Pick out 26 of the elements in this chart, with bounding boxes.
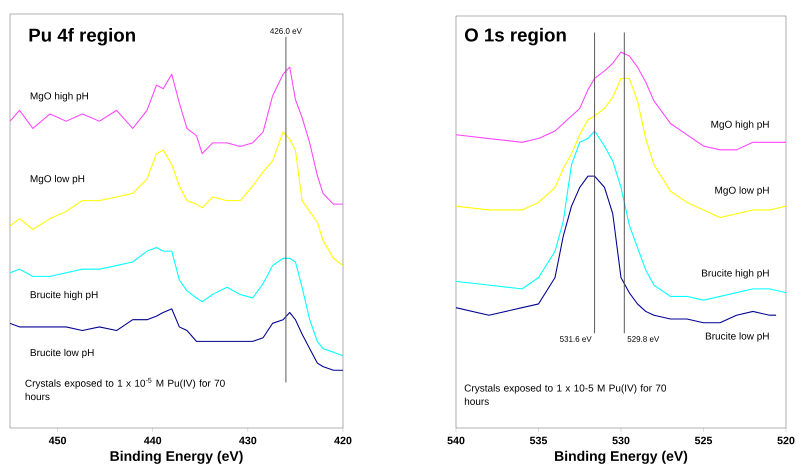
- x-axis-title: Binding Energy (eV): [555, 450, 688, 464]
- annotation: Crystals exposed to 1 x 10-5 M Pu(IV) for 70 hours: [464, 384, 666, 405]
- x-tick-label: 535: [530, 436, 548, 444]
- x-tick-label: 420: [334, 436, 352, 444]
- series-label: MgO low pH: [715, 186, 769, 196]
- x-tick-label: 440: [144, 436, 162, 444]
- series-label: MgO high pH: [711, 120, 769, 130]
- series-label: MgO high pH: [30, 92, 88, 102]
- chart-title: Pu 4f region: [30, 28, 135, 46]
- x-tick-label: 520: [777, 436, 794, 444]
- x-axis-title: Binding Energy (eV): [110, 450, 243, 464]
- x-tick-label: 450: [48, 436, 66, 444]
- text: Brucite low pH: [30, 348, 94, 358]
- x-tick-label: 530: [612, 436, 630, 444]
- x-tick-label: 525: [694, 436, 712, 444]
- text: Crystals exposed to 1 x 10$^{-5}$ M Pu(IV) for 70 hours: [25, 378, 225, 400]
- x-tick-label: 540: [447, 436, 464, 444]
- ref-line-label: 529.8 eV: [628, 336, 660, 342]
- series-label: Brucite high pH: [702, 269, 769, 279]
- series-label: MgO low pH: [30, 174, 84, 184]
- series-label: Brucite low pH: [706, 332, 769, 342]
- ref-line-label: 531.6 eV: [560, 336, 592, 342]
- chart-title: O 1s region: [464, 28, 566, 46]
- ref-line-label: 426.0 eV: [270, 28, 302, 34]
- x-tick-label: 430: [239, 436, 256, 444]
- series-label: Brucite high pH: [30, 290, 98, 300]
